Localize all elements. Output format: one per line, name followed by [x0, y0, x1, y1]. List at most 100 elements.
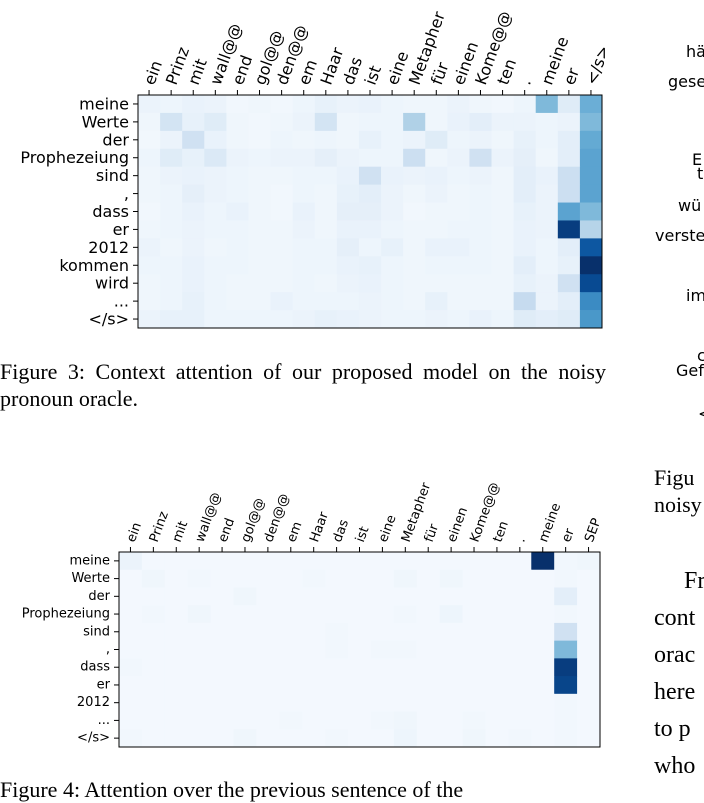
heatmap-cell	[370, 605, 395, 624]
heatmap-cell	[348, 711, 372, 730]
heatmap-cell	[141, 605, 166, 624]
heatmap-cell	[233, 693, 257, 712]
heatmap-cell	[513, 238, 537, 257]
heatmap-cell	[292, 238, 316, 257]
heatmap-cell	[348, 622, 372, 642]
heatmap-cell	[425, 292, 448, 311]
heatmap-cell	[336, 166, 360, 186]
heatmap-cell	[119, 622, 143, 642]
heatmap-cell	[381, 112, 404, 132]
heatmap-cell	[336, 238, 360, 257]
x-tick-label: ist	[353, 525, 372, 545]
heatmap-cell	[447, 256, 470, 275]
heatmap-cell	[314, 112, 338, 132]
heatmap-cell	[348, 676, 372, 695]
right-figure-label: Gef	[676, 361, 704, 380]
heatmap-cell	[469, 310, 492, 329]
heatmap-cell	[119, 552, 143, 571]
heatmap-cell	[508, 552, 532, 571]
heatmap-cell	[416, 622, 441, 642]
heatmap-cell	[485, 622, 509, 642]
heatmap-cell	[370, 658, 395, 677]
heatmap-cell	[336, 202, 360, 221]
heatmap-cell	[557, 95, 581, 114]
heatmap-cell	[579, 202, 603, 221]
heatmap-cell	[554, 711, 578, 730]
heatmap-cell	[535, 148, 559, 168]
heatmap-cell	[370, 587, 395, 606]
x-tick-label: ein	[124, 521, 145, 545]
heatmap-cell	[279, 693, 303, 712]
heatmap-cell	[302, 552, 326, 571]
heatmap-cell	[469, 148, 492, 168]
heatmap-cell	[439, 693, 463, 712]
heatmap-cell	[462, 622, 486, 642]
heatmap-cell	[256, 605, 280, 624]
heatmap-cell	[138, 274, 161, 293]
heatmap-cell	[256, 676, 280, 695]
heatmap-cell	[348, 587, 372, 606]
heatmap-cell	[535, 256, 559, 275]
x-tick-label: eine	[376, 513, 400, 544]
heatmap-cell	[425, 130, 448, 150]
heatmap-cell	[292, 202, 316, 221]
right-body-line: cont	[654, 605, 696, 631]
heatmap-cell	[233, 622, 257, 642]
heatmap-cell	[485, 552, 509, 571]
heatmap-cell	[425, 310, 448, 329]
heatmap-cell	[160, 148, 183, 168]
heatmap-cell	[579, 130, 603, 150]
heatmap-cell	[270, 95, 294, 114]
heatmap-cell	[554, 693, 578, 712]
heatmap-cell	[557, 112, 581, 132]
heatmap-cell	[508, 729, 532, 748]
heatmap-cell	[535, 292, 559, 311]
heatmap-cell	[535, 220, 559, 239]
heatmap-cell	[279, 569, 303, 588]
heatmap-cell	[233, 676, 257, 695]
heatmap-cell	[164, 622, 189, 642]
heatmap-cell	[119, 729, 143, 748]
heatmap-cell	[439, 658, 463, 677]
heatmap-cell	[325, 640, 349, 659]
heatmap-cell	[314, 202, 338, 221]
heatmap-cell	[182, 166, 205, 186]
heatmap-cell	[491, 202, 515, 221]
heatmap-cell	[491, 95, 515, 114]
x-tick-label: ten	[490, 519, 511, 544]
heatmap-cell	[447, 292, 470, 311]
heatmap-cell	[256, 552, 280, 571]
heatmap-cell	[270, 292, 294, 311]
heatmap-cell	[462, 658, 486, 677]
heatmap-cell	[554, 569, 578, 588]
heatmap-cell	[381, 310, 404, 329]
heatmap-cell	[491, 112, 515, 132]
heatmap-cell	[226, 95, 249, 114]
heatmap-cell	[557, 256, 581, 275]
heatmap-cell	[554, 605, 578, 624]
heatmap-cell	[513, 220, 537, 239]
heatmap-cell	[416, 729, 441, 748]
heatmap-cell	[270, 256, 294, 275]
heatmap-cell	[579, 310, 603, 329]
heatmap-cell	[491, 220, 515, 239]
y-tick-label: er	[113, 220, 130, 239]
heatmap-cell	[210, 605, 234, 624]
heatmap-cell	[256, 569, 280, 588]
right-figure-label: wü	[678, 196, 702, 215]
heatmap-cell	[248, 95, 271, 114]
heatmap-cell	[187, 658, 212, 677]
heatmap-cell	[336, 256, 360, 275]
heatmap-cell	[557, 220, 581, 239]
heatmap-cell	[204, 310, 227, 329]
heatmap-cell	[370, 640, 395, 659]
heatmap-cell	[393, 711, 418, 730]
heatmap-cell	[348, 658, 372, 677]
heatmap-cell	[226, 274, 249, 293]
heatmap-cell	[554, 729, 578, 748]
heatmap-cell	[403, 112, 426, 132]
heatmap-cell	[270, 274, 294, 293]
heatmap-cell	[403, 202, 426, 221]
y-tick-label: dass	[92, 202, 129, 221]
heatmap-cell	[226, 166, 249, 186]
